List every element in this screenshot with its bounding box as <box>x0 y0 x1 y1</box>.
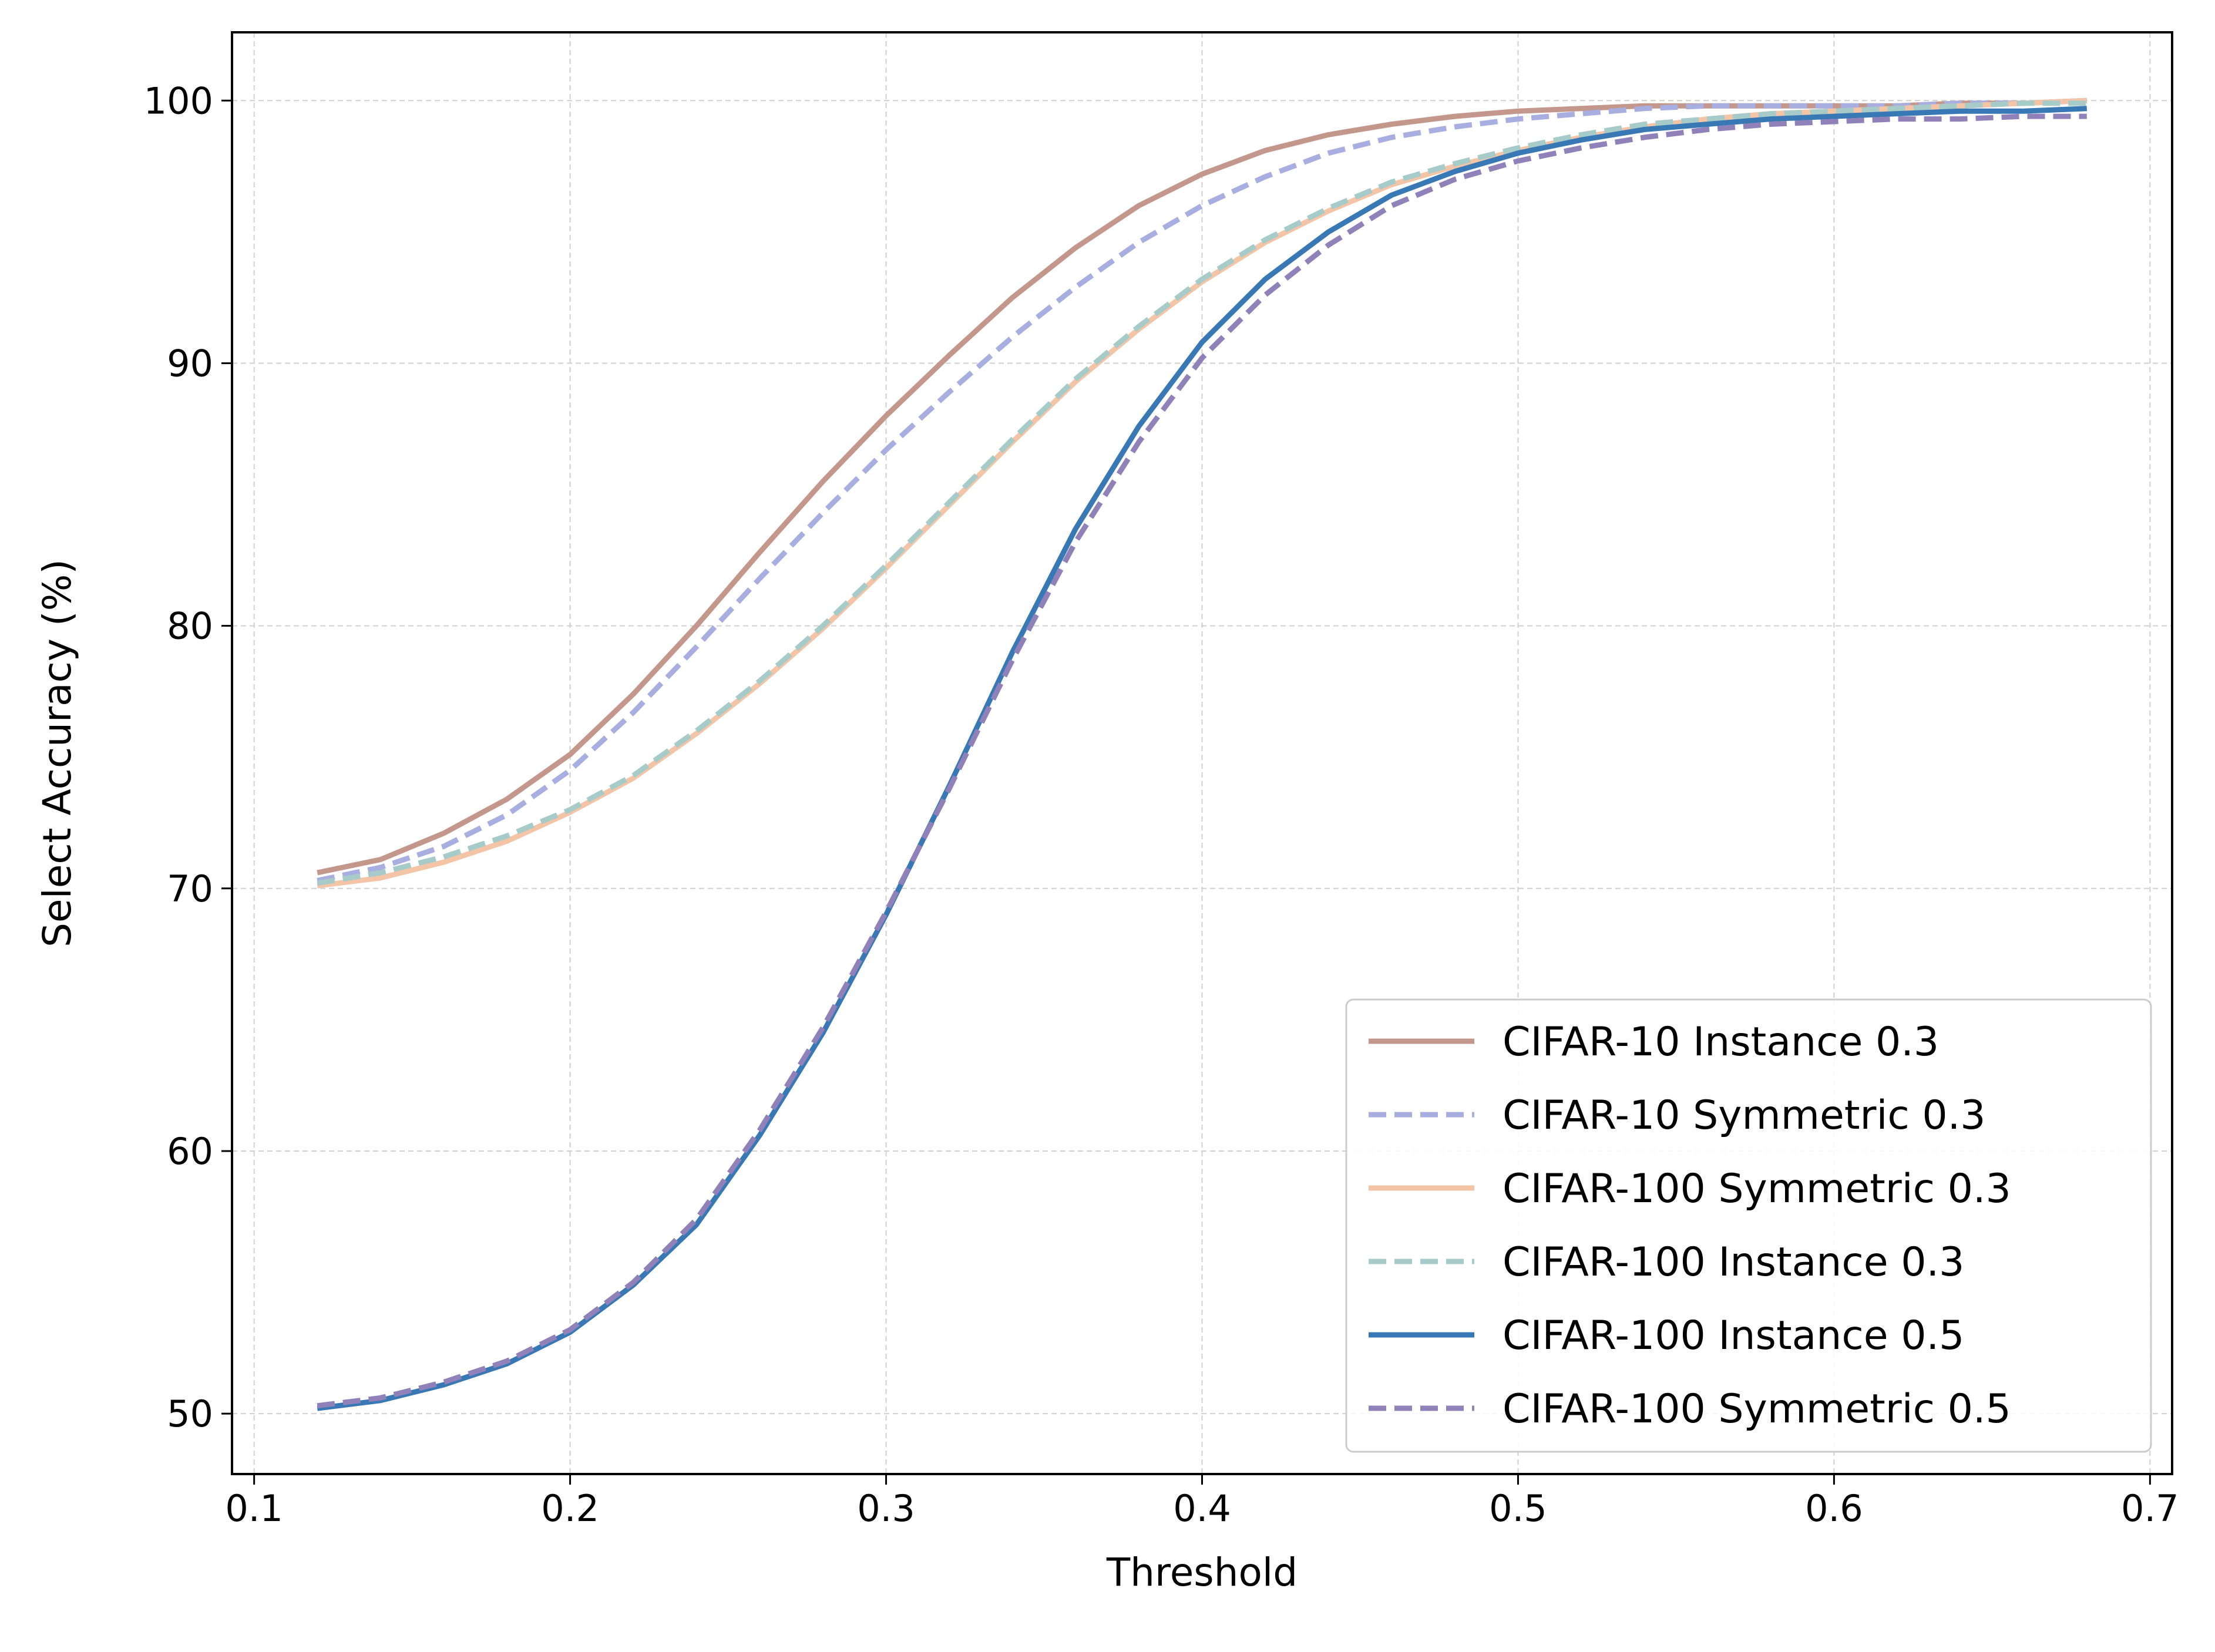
y-axis-label: Select Accuracy (%) <box>35 559 80 947</box>
legend-label: CIFAR-100 Symmetric 0.5 <box>1503 1386 2011 1432</box>
x-tick-label: 0.3 <box>857 1487 915 1530</box>
axis-ticks: 0.1 0.2 0.3 0.4 0.5 0.6 0.7 50 60 70 80 90 100 <box>144 79 2179 1530</box>
x-axis-label: Threshold <box>1106 1550 1298 1595</box>
x-tick-label: 0.6 <box>1805 1487 1863 1530</box>
series-group <box>317 97 2087 1411</box>
legend-label: CIFAR-100 Instance 0.5 <box>1503 1313 1964 1359</box>
series-line-2 <box>317 97 2087 883</box>
legend-label: CIFAR-10 Instance 0.3 <box>1503 1019 1939 1065</box>
legend-frame <box>1345 998 2152 1453</box>
legend-label: CIFAR-100 Symmetric 0.3 <box>1503 1166 2011 1212</box>
y-tick-label: 90 <box>167 342 213 385</box>
series-line-4 <box>317 100 2087 886</box>
y-tick-label: 80 <box>167 605 213 648</box>
x-tick-label: 0.2 <box>541 1487 599 1530</box>
y-tick-label: 70 <box>167 867 213 910</box>
x-tick-label: 0.5 <box>1489 1487 1547 1530</box>
legend: CIFAR-10 Instance 0.3 CIFAR-10 Symmetric … <box>1345 998 2152 1453</box>
legend-label: CIFAR-10 Symmetric 0.3 <box>1503 1092 1985 1139</box>
x-tick-label: 0.4 <box>1173 1487 1231 1530</box>
y-tick-label: 50 <box>167 1392 213 1435</box>
x-tick-label: 0.7 <box>2121 1487 2179 1530</box>
series-line-6 <box>317 113 2087 1409</box>
y-tick-label: 60 <box>167 1130 213 1173</box>
y-tick-label: 100 <box>144 79 213 122</box>
legend-label: CIFAR-100 Instance 0.3 <box>1503 1239 1964 1286</box>
x-tick-label: 0.1 <box>225 1487 283 1530</box>
